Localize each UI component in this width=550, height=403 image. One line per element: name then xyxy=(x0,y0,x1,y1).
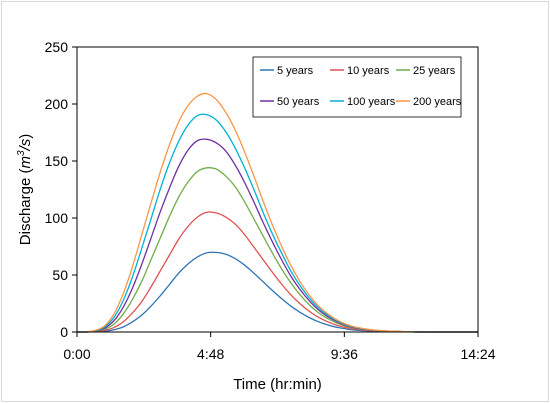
series-layer xyxy=(77,92,478,333)
y-axis-title-unit-superscript: 3 xyxy=(16,150,27,156)
y-axis-title-suffix: ) xyxy=(17,134,34,139)
x-tick-label: 4:48 xyxy=(197,346,224,362)
y-tick-label: 150 xyxy=(45,153,69,169)
y-axis-ticks: 0 50 100 150 200 250 xyxy=(45,39,77,340)
y-tick-label: 0 xyxy=(60,324,68,340)
legend-box xyxy=(252,56,462,118)
y-axis-title-unit-per-s: /s xyxy=(17,138,34,151)
x-tick-label: 0:00 xyxy=(63,346,90,362)
y-tick-label: 250 xyxy=(45,39,69,55)
y-axis-title-prefix: Discharge ( xyxy=(17,169,34,246)
legend: 5 years 10 years 25 years 50 years 100 years… xyxy=(252,56,462,118)
y-axis-title: Discharge (m3/s) xyxy=(16,134,34,245)
y-tick-label: 100 xyxy=(45,210,69,226)
y-tick-label: 200 xyxy=(45,96,69,112)
x-tick-label: 9:36 xyxy=(331,346,358,362)
y-tick-label: 50 xyxy=(52,267,68,283)
series-line-200-years xyxy=(77,92,478,333)
x-axis-title: Time (hr:min) xyxy=(233,376,322,393)
legend-label-200-years: 200 years xyxy=(413,96,462,108)
y-axis-title-unit-m: m xyxy=(17,156,34,169)
legend-label-5-years: 5 years xyxy=(277,65,314,77)
legend-label-100-years: 100 years xyxy=(347,96,396,108)
legend-label-10-years: 10 years xyxy=(347,65,390,77)
series-line-5-years xyxy=(77,251,478,333)
legend-label-25-years: 25 years xyxy=(413,65,456,77)
x-tick-label: 14:24 xyxy=(460,346,495,362)
plot-area-frame xyxy=(76,46,479,333)
x-axis-ticks: 0:00 4:48 9:36 14:24 xyxy=(63,332,496,362)
series-line-10-years xyxy=(77,211,478,333)
legend-label-50-years: 50 years xyxy=(277,96,320,108)
